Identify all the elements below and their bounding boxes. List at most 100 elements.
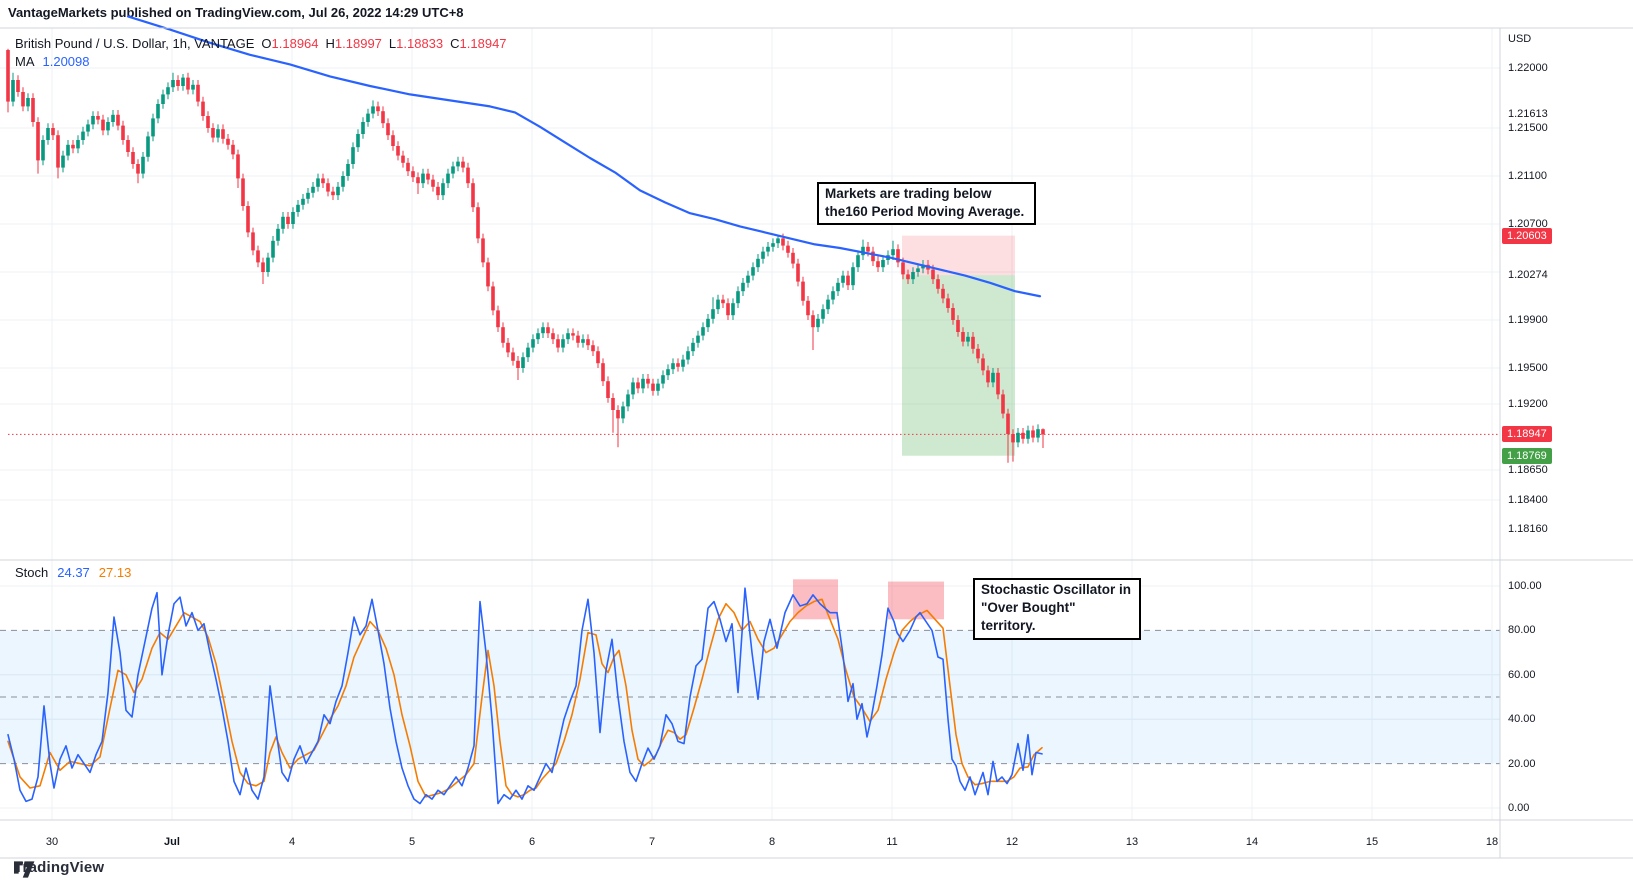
ma-value: 1.20098 [42, 54, 90, 69]
candle-body [401, 155, 405, 163]
candle-body [336, 186, 340, 196]
candle-body [756, 258, 760, 268]
time-axis-label: 5 [408, 836, 416, 848]
candle-body [626, 394, 630, 407]
candle-body [276, 228, 280, 241]
candle-body [781, 238, 785, 246]
candle-body [161, 94, 165, 104]
price-axis-label: 1.20700 [1508, 218, 1548, 230]
candle-body [966, 336, 970, 342]
candle-body [501, 327, 505, 343]
symbol-legend: British Pound / U.S. Dollar, 1h, VANTAGE… [15, 36, 507, 51]
candle-body [241, 178, 245, 206]
ma-label: MA [15, 54, 35, 69]
ma-annotation-note[interactable]: Markets are trading below the160 Period … [817, 182, 1036, 226]
low-value: 1.18833 [396, 36, 444, 51]
candle-body [791, 252, 795, 264]
stoch-label: Stoch [15, 565, 49, 580]
candle-body [1041, 429, 1045, 435]
candle-body [361, 122, 365, 134]
candle-body [526, 347, 530, 358]
candle-body [701, 327, 705, 336]
candle-body [436, 186, 440, 196]
candle-body [686, 351, 690, 360]
candle-body [111, 114, 115, 122]
candle-body [181, 77, 185, 86]
short-position-target-box [902, 275, 1015, 456]
close-label: C [450, 36, 460, 51]
stoch-annotation-note[interactable]: Stochastic Oscillator in "Over Bought" t… [973, 578, 1141, 640]
symbol-title: British Pound / U.S. Dollar, 1h, VANTAGE [15, 36, 255, 51]
candle-body [81, 131, 85, 140]
candle-body [236, 154, 240, 179]
candle-body [6, 50, 10, 102]
open-value: 1.18964 [271, 36, 319, 51]
candle-body [636, 382, 640, 389]
candle-body [226, 138, 230, 145]
candle-body [511, 352, 515, 361]
candle-body [961, 332, 965, 342]
ma-annotation-line2: the160 Period Moving Average. [825, 204, 1025, 220]
candle-body [1036, 429, 1040, 438]
candle-body [366, 113, 370, 122]
candle-body [481, 238, 485, 263]
candle-body [816, 318, 820, 328]
stoch-k-line [7, 587, 1043, 805]
candle-body [231, 144, 235, 155]
candle-body [116, 114, 120, 126]
time-axis-label: 30 [45, 836, 59, 848]
candle-body [751, 267, 755, 276]
candle-body [1001, 394, 1005, 414]
candle-body [141, 156, 145, 174]
price-axis-badge: 1.18769 [1502, 447, 1552, 464]
candle-body [351, 147, 355, 164]
candle-body [851, 267, 855, 286]
time-axis-label: Jul [164, 836, 180, 848]
candle-body [971, 336, 975, 349]
candle-body [431, 179, 435, 187]
price-axis-badge: 1.20603 [1502, 227, 1552, 244]
candle-body [156, 104, 160, 119]
candle-body [1026, 430, 1030, 439]
price-axis-label: 1.22000 [1508, 62, 1548, 74]
close-value: 1.18947 [459, 36, 507, 51]
candle-body [246, 206, 250, 233]
time-axis-label: 8 [768, 836, 776, 848]
stoch-axis-label: 80.00 [1508, 624, 1536, 637]
candle-body [101, 119, 105, 131]
candle-body [106, 122, 110, 131]
ma-160-line [126, 15, 1042, 298]
tradingview-logo-icon [14, 861, 35, 878]
price-axis-label: 1.18160 [1508, 522, 1548, 535]
candle-body [16, 80, 20, 92]
tradingview-logo[interactable]: TradingView [14, 859, 104, 878]
candle-body [741, 282, 745, 292]
candle-body [76, 140, 80, 149]
candle-body [381, 111, 385, 124]
candle-body [286, 216, 290, 224]
candle-body [1006, 413, 1010, 434]
candle-body [26, 98, 30, 107]
candle-body [56, 135, 60, 168]
candle-body [496, 310, 500, 328]
candle-body [371, 106, 375, 114]
price-axis-label: 1.21613 [1508, 108, 1548, 121]
candle-body [836, 282, 840, 292]
candle-body [516, 360, 520, 368]
candle-body [601, 363, 605, 382]
candle-body [986, 370, 990, 383]
candle-body [321, 178, 325, 184]
price-axis-badge: 1.18947 [1502, 426, 1552, 443]
candle-body [896, 249, 900, 263]
candle-body [146, 136, 150, 157]
price-axis-label: 1.19200 [1508, 398, 1548, 410]
candle-body [991, 372, 995, 383]
candle-body [871, 251, 875, 262]
candle-body [86, 124, 90, 132]
candle-body [556, 339, 560, 348]
candle-body [586, 339, 590, 346]
candle-body [711, 309, 715, 319]
candle-body [736, 291, 740, 304]
candle-body [596, 351, 600, 364]
